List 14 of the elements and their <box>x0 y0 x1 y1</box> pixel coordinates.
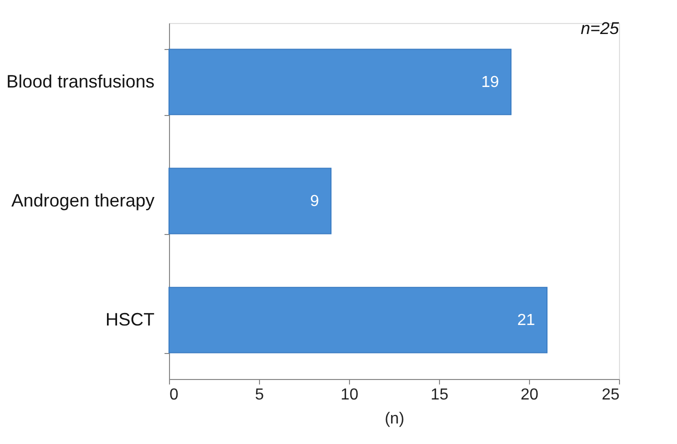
annotation: n=25 <box>580 19 620 38</box>
data-label: 21 <box>517 312 536 330</box>
x-tick-label: 25 <box>602 386 620 404</box>
data-label: 19 <box>481 74 500 91</box>
y-tick-label: HSCT <box>106 310 155 330</box>
x-tick-label: 5 <box>255 386 264 404</box>
y-tick-label: Androgen therapy <box>11 190 154 210</box>
x-axis-title: (n) <box>384 410 404 428</box>
data-label: 9 <box>310 193 320 210</box>
x-tick-label: 15 <box>430 386 448 404</box>
y-tick-label: Blood transfusions <box>6 71 154 92</box>
x-tick-label: 0 <box>170 386 178 404</box>
x-tick-label: 20 <box>520 386 538 404</box>
x-tick-label: 10 <box>340 386 358 404</box>
